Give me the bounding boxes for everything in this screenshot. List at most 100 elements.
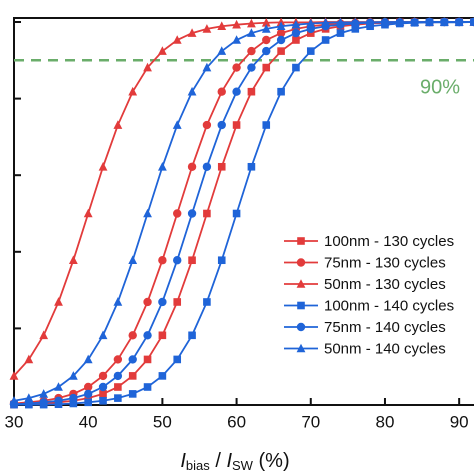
annotation: 90% — [420, 77, 460, 99]
marker-triangle — [54, 297, 63, 306]
marker-square — [69, 399, 78, 408]
marker-circle — [158, 297, 167, 307]
plot-frame — [13, 17, 474, 406]
marker-triangle — [291, 19, 301, 29]
marker-triangle — [24, 393, 34, 402]
x-tick-label: 80 — [376, 412, 395, 431]
marker-triangle — [425, 17, 434, 26]
marker-circle — [247, 63, 256, 72]
x-label-part: I — [180, 450, 186, 472]
x-label-part: / — [210, 450, 227, 472]
marker-triangle — [143, 208, 152, 218]
marker-square — [143, 383, 152, 391]
marker-circle — [232, 87, 241, 96]
marker-circle — [158, 256, 167, 265]
x-axis-label: Ibias / ISW (%) — [180, 450, 289, 473]
marker-circle — [128, 355, 137, 364]
marker-triangle — [172, 120, 182, 129]
marker-triangle — [336, 17, 345, 27]
marker-circle — [113, 355, 123, 364]
marker-circle — [143, 297, 152, 307]
marker-square — [114, 383, 122, 391]
legend-label: 50nm - 130 cycles — [324, 276, 446, 293]
marker-triangle — [232, 35, 241, 44]
legend-label: 50nm - 140 cycles — [324, 340, 446, 357]
marker-square — [84, 394, 92, 402]
marker-triangle — [247, 28, 256, 37]
marker-square — [232, 121, 241, 129]
marker-square — [247, 87, 256, 96]
marker-circle — [54, 396, 63, 405]
marker-triangle — [98, 161, 108, 171]
marker-triangle — [187, 28, 197, 37]
x-tick-label: 30 — [5, 412, 24, 431]
marker-square — [188, 331, 196, 340]
marker-triangle — [350, 17, 360, 27]
marker-circle — [217, 87, 226, 96]
marker-triangle — [410, 17, 420, 26]
marker-circle — [83, 382, 93, 392]
series — [9, 17, 474, 405]
marker-triangle — [68, 255, 78, 265]
marker-triangle — [24, 354, 34, 364]
marker-circle — [98, 371, 108, 381]
marker-square — [84, 398, 92, 407]
x-tick-label: 70 — [301, 412, 320, 431]
marker-square — [158, 331, 167, 340]
marker-circle — [262, 46, 271, 56]
marker-circle — [262, 35, 271, 45]
marker-triangle — [113, 120, 123, 129]
x-label-part: SW — [232, 458, 254, 473]
marker-square — [277, 47, 285, 55]
marker-circle — [202, 120, 212, 130]
marker-square — [306, 47, 315, 55]
marker-square — [173, 298, 182, 306]
marker-triangle — [469, 17, 474, 26]
marker-circle — [98, 382, 108, 392]
x-tick-label: 50 — [153, 412, 172, 431]
marker-triangle — [143, 62, 152, 72]
marker-square — [232, 209, 241, 218]
marker-square — [128, 372, 137, 380]
marker-triangle — [39, 389, 49, 398]
marker-square — [321, 36, 330, 44]
marker-square — [292, 63, 300, 72]
marker-circle — [247, 46, 256, 56]
marker-circle — [217, 120, 226, 130]
marker-circle — [291, 28, 301, 38]
marker-circle — [276, 35, 286, 45]
marker-circle — [187, 209, 197, 218]
marker-triangle — [39, 330, 49, 340]
marker-circle — [83, 389, 93, 399]
marker-triangle — [83, 208, 93, 218]
marker-triangle — [296, 343, 306, 353]
marker-triangle — [157, 161, 167, 171]
marker-triangle — [306, 18, 316, 28]
legend-label: 100nm - 140 cycles — [324, 297, 454, 314]
x-tick-label: 60 — [227, 412, 246, 431]
marker-circle — [128, 331, 137, 340]
marker-square — [336, 29, 345, 37]
marker-square — [188, 256, 196, 265]
marker-triangle — [128, 255, 138, 265]
marker-triangle — [68, 371, 78, 380]
x-label-part: I — [226, 450, 232, 472]
x-tick-label: 90 — [450, 412, 469, 431]
marker-triangle — [321, 17, 331, 27]
marker-triangle — [83, 354, 93, 364]
marker-circle — [173, 209, 182, 218]
x-tick-label: 40 — [79, 412, 98, 431]
marker-square — [277, 87, 285, 96]
marker-circle — [296, 322, 306, 332]
x-label-part: bias — [186, 458, 210, 473]
marker-square — [99, 396, 107, 405]
marker-triangle — [172, 35, 182, 44]
marker-circle — [113, 371, 123, 381]
marker-triangle — [9, 395, 19, 405]
marker-triangle — [128, 86, 138, 96]
marker-triangle — [217, 46, 227, 55]
marker-triangle — [380, 17, 390, 26]
marker-triangle — [232, 19, 241, 29]
marker-square — [203, 298, 211, 306]
